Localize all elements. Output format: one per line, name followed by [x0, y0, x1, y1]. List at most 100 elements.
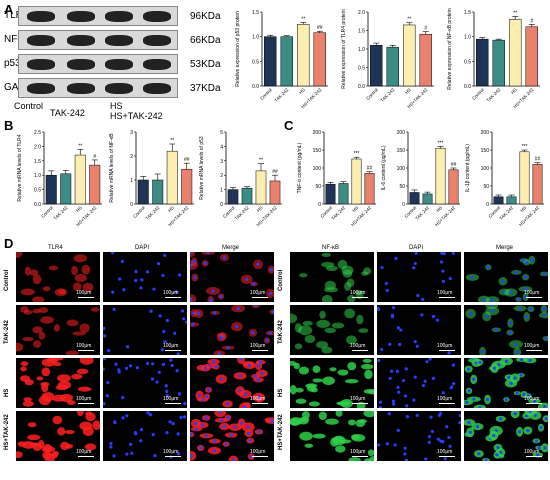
scale-bar [352, 350, 368, 351]
tick-label-y: 2.5 [34, 130, 41, 136]
significance-mark: *** [438, 140, 444, 146]
scale-bar-label: 100μm [524, 396, 540, 402]
category-label: TAK-242 [486, 87, 502, 103]
bar [264, 36, 277, 87]
micrograph-tile: 100μm [464, 411, 548, 461]
significance-mark: # [530, 18, 533, 24]
blot-band [143, 11, 171, 22]
category-label: TAK-242 [145, 205, 161, 221]
category-label: Control [259, 87, 273, 101]
micrograph-tile: 100μm [16, 411, 100, 461]
scale-bar [439, 403, 455, 404]
micrograph-row-label: HS+TAK-242 [4, 414, 10, 450]
kda-p53: 53KDa [190, 59, 221, 70]
bar [492, 39, 505, 87]
category-label: TAK-242 [274, 87, 290, 103]
significance-mark: ** [170, 138, 174, 144]
micrograph-tile: 100μm [290, 305, 374, 355]
significance-mark: # [93, 154, 96, 160]
scale-bar [165, 456, 181, 457]
micrograph-cells [195, 358, 268, 408]
tick-label-y: 0.5 [464, 59, 471, 65]
significance-mark: ## [317, 25, 323, 31]
category-label: TAK-242 [498, 205, 514, 221]
scale-bar-label: 100μm [437, 396, 453, 402]
bar [525, 26, 538, 87]
category-label: HS [75, 205, 83, 213]
scale-bar-label: 100μm [250, 343, 266, 349]
chart-tnf-content: TNF-α content (pg/mL)050100150200Control… [297, 130, 376, 227]
blot-row-nfkb [18, 30, 178, 50]
bar [493, 196, 504, 205]
micrograph-tile: 100μm [190, 358, 274, 408]
tick-label-y: 0.5 [34, 188, 41, 194]
lane-label-tak242: TAK-242 [50, 108, 85, 118]
micrograph-tile: 100μm [103, 358, 187, 408]
bar [227, 189, 239, 205]
micrograph-row-label: HS [278, 388, 284, 397]
tick-label-y: 100 [313, 166, 322, 172]
micrograph-cells [190, 305, 274, 355]
lane-label-control: Control [14, 101, 44, 111]
micrograph-tile: 100μm [377, 252, 461, 302]
category-label: HS [298, 87, 306, 95]
tick-label-y: 1.5 [358, 29, 365, 35]
micrograph-column-header: DAPI [135, 245, 150, 251]
micrograph-cells [111, 252, 182, 294]
scale-bar [165, 350, 181, 351]
bar [364, 173, 375, 205]
category-label: HS [510, 87, 518, 95]
blot-row-p53 [18, 54, 178, 74]
tick-label-y: 4 [220, 144, 223, 150]
micrograph-cells [465, 255, 548, 302]
micrograph-cells [19, 358, 94, 407]
bar [181, 168, 193, 205]
category-label: HS [404, 87, 412, 95]
scale-bar-label: 100μm [350, 290, 366, 296]
blot-row-tlr4 [18, 6, 178, 26]
blot-band [105, 83, 133, 94]
axis-label-y: Relative mRNA levels of p53 [199, 136, 205, 200]
scale-bar-label: 100μm [250, 449, 266, 455]
micrograph-cells [103, 358, 187, 406]
scale-bar-label: 100μm [76, 396, 92, 402]
tick-label-y: 0 [220, 202, 223, 208]
axis-label-y: Relative mRNA levels of NF-κB [109, 133, 115, 203]
scale-bar [526, 403, 542, 404]
tick-label-y: 0 [318, 202, 321, 208]
scale-bar [526, 456, 542, 457]
axis-label-y: TNF-α content (pg/mL) [297, 142, 303, 193]
tick-label-y: 100 [481, 166, 490, 172]
micrograph-cells [464, 358, 548, 408]
micrograph-cells [16, 411, 100, 461]
micrograph-cells [109, 411, 187, 459]
scale-bar-label: 100μm [524, 343, 540, 349]
significance-mark: ** [78, 143, 82, 149]
scale-bar [78, 350, 94, 351]
micrograph-tile: 100μm [464, 305, 548, 355]
tick-label-y: 200 [481, 130, 490, 136]
bar [297, 24, 310, 87]
micrograph-cells [377, 358, 456, 408]
micrograph-cells [16, 252, 94, 302]
panel-label-d: D [4, 236, 14, 251]
tick-label-y: 2.0 [34, 144, 41, 150]
bar [45, 174, 57, 205]
tick-label-y: 3 [130, 130, 133, 136]
bar [325, 183, 336, 205]
panel-label-b: B [4, 118, 14, 133]
micrograph-cells [290, 411, 374, 461]
micrograph-column-header: Merge [222, 245, 240, 251]
scale-bar [252, 456, 268, 457]
bar [60, 173, 72, 205]
bar [280, 36, 293, 87]
tick-label-y: 5 [220, 130, 223, 136]
tick-label-y: 2 [130, 154, 133, 160]
scale-bar-label: 100μm [350, 343, 366, 349]
significance-mark: ** [513, 10, 517, 16]
bar [313, 32, 326, 87]
blot-band [27, 83, 55, 94]
chart-il6-content: IL-6 content (pg/mL)050100150200ControlT… [381, 130, 460, 227]
scale-bar-label: 100μm [250, 290, 266, 296]
micrograph-tile: 100μm [290, 252, 374, 302]
